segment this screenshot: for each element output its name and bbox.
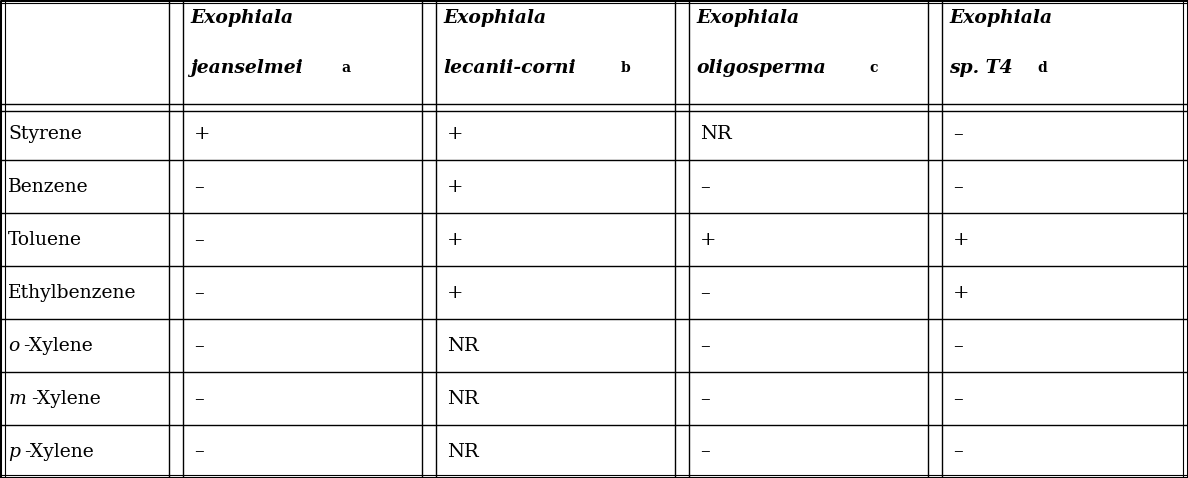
Text: –: – bbox=[953, 443, 962, 460]
Text: p: p bbox=[8, 443, 20, 460]
Text: a: a bbox=[341, 61, 350, 75]
Text: –: – bbox=[953, 125, 962, 143]
Text: +: + bbox=[447, 178, 463, 196]
Text: sp. T4: sp. T4 bbox=[949, 59, 1013, 77]
Text: oligosperma: oligosperma bbox=[696, 59, 826, 77]
Text: m: m bbox=[8, 390, 26, 408]
Text: –: – bbox=[700, 337, 709, 355]
Text: Styrene: Styrene bbox=[8, 125, 82, 143]
Text: –: – bbox=[194, 231, 203, 249]
Text: b: b bbox=[620, 61, 630, 75]
Text: Benzene: Benzene bbox=[8, 178, 89, 196]
Text: +: + bbox=[953, 284, 969, 302]
Text: +: + bbox=[700, 231, 716, 249]
Text: –: – bbox=[953, 337, 962, 355]
Text: NR: NR bbox=[700, 125, 732, 143]
Text: –: – bbox=[194, 443, 203, 460]
Text: -Xylene: -Xylene bbox=[23, 337, 93, 355]
Text: jeanselmei: jeanselmei bbox=[190, 59, 303, 77]
Text: –: – bbox=[194, 178, 203, 196]
Text: –: – bbox=[194, 390, 203, 408]
Text: –: – bbox=[700, 390, 709, 408]
Text: –: – bbox=[953, 390, 962, 408]
Text: –: – bbox=[700, 284, 709, 302]
Text: lecanii-corni: lecanii-corni bbox=[443, 59, 576, 77]
Text: NR: NR bbox=[447, 443, 479, 460]
Text: Exophiala: Exophiala bbox=[190, 9, 293, 27]
Text: +: + bbox=[447, 125, 463, 143]
Text: -Xylene: -Xylene bbox=[31, 390, 101, 408]
Text: +: + bbox=[447, 231, 463, 249]
Text: +: + bbox=[953, 231, 969, 249]
Text: Ethylbenzene: Ethylbenzene bbox=[8, 284, 137, 302]
Text: –: – bbox=[194, 284, 203, 302]
Text: Toluene: Toluene bbox=[8, 231, 82, 249]
Text: o: o bbox=[8, 337, 19, 355]
Text: –: – bbox=[953, 178, 962, 196]
Text: Exophiala: Exophiala bbox=[696, 9, 800, 27]
Text: –: – bbox=[700, 443, 709, 460]
Text: NR: NR bbox=[447, 390, 479, 408]
Text: d: d bbox=[1037, 61, 1047, 75]
Text: c: c bbox=[870, 61, 878, 75]
Text: –: – bbox=[700, 178, 709, 196]
Text: Exophiala: Exophiala bbox=[443, 9, 546, 27]
Text: Exophiala: Exophiala bbox=[949, 9, 1053, 27]
Text: +: + bbox=[194, 125, 210, 143]
Text: NR: NR bbox=[447, 337, 479, 355]
Text: +: + bbox=[447, 284, 463, 302]
Text: –: – bbox=[194, 337, 203, 355]
Text: -Xylene: -Xylene bbox=[24, 443, 94, 460]
